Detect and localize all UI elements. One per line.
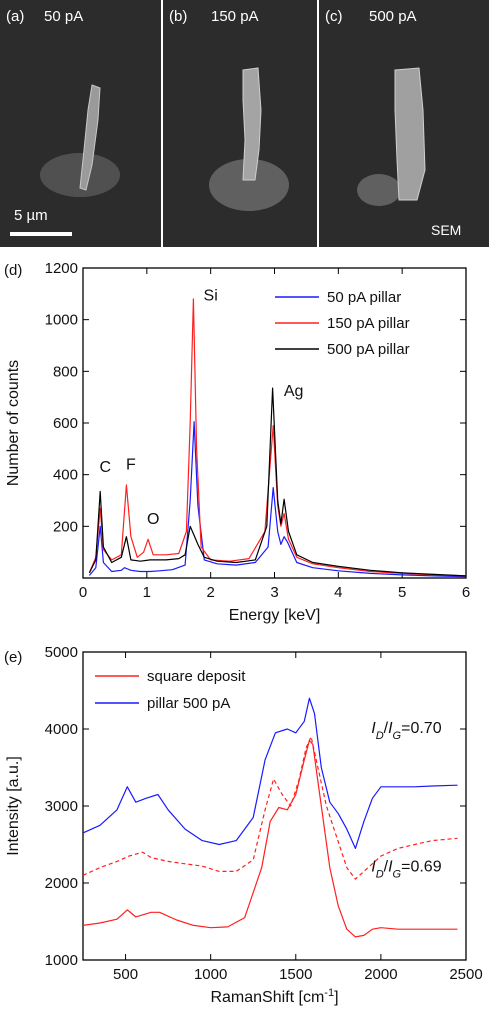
annotation-part: =0.70 (401, 720, 442, 737)
scale-bar (10, 232, 72, 236)
annotation-part: D (376, 868, 384, 880)
annotation-part: I (371, 720, 376, 737)
plot-frame (82, 651, 467, 961)
x-tick-label: 0 (79, 584, 87, 601)
x-tick-label: 500 (113, 966, 138, 983)
series-line-0 (83, 739, 458, 938)
series-line-2 (88, 387, 466, 577)
panel-label-b: (b) (169, 8, 188, 25)
series-line-1 (88, 298, 466, 577)
sem-tag: SEM (431, 222, 462, 238)
x-tick-label: 1500 (279, 966, 312, 983)
raman-chart: (e) 500 1000 1500 2000 2500 1000 2000 3000 4000 50… (4, 644, 483, 1006)
x-axis-label-sup: -1 (324, 987, 334, 999)
annotation-part: G (393, 730, 402, 742)
annotation-part: I (371, 858, 376, 875)
x-axis-label-close: ] (334, 989, 338, 1006)
sem-panel-a: (a) 50 pA 5 µm (0, 0, 161, 247)
y-axis-label: Number of counts (5, 360, 22, 486)
annotation-part: =0.69 (401, 858, 442, 875)
x-tick-label: 6 (462, 584, 470, 601)
annotation-1: ID/IG=0.69 (371, 858, 441, 880)
pillar-image-b (209, 67, 289, 211)
y-axis-label: Intensity [a.u.] (5, 756, 22, 856)
current-label-c: 500 pA (369, 8, 417, 25)
y-tick-label: 800 (53, 363, 78, 380)
sem-panel-b: (b) 150 pA (163, 0, 317, 247)
series-line-1 (83, 736, 458, 880)
y-tick-label: 2000 (45, 875, 78, 892)
annotation-1: F (126, 457, 136, 474)
legend-label-1: pillar 500 pA (147, 695, 230, 712)
legend-label-1: 150 pA pillar (327, 315, 410, 332)
pillar-image-a (40, 84, 120, 197)
panel-label-a: (a) (6, 8, 25, 25)
annotation-part: G (393, 868, 402, 880)
x-tick-label: 3 (270, 584, 278, 601)
eds-chart: (d) 0 1 2 3 4 5 6 200 400 600 800 1000 1200 Energy [ke… (4, 260, 470, 624)
y-tick-label: 1000 (45, 312, 78, 329)
series-line-0 (88, 421, 466, 578)
y-tick-label: 5000 (45, 644, 78, 661)
x-tick-label: 4 (334, 584, 342, 601)
scale-bar-label: 5 µm (14, 207, 48, 224)
x-tick-label: 5 (398, 584, 406, 601)
annotation-4: Ag (284, 383, 304, 400)
y-tick-label: 600 (53, 415, 78, 432)
annotation-part: I (388, 858, 393, 875)
x-axis-label: RamanShift [cm-1] (210, 987, 338, 1006)
y-tick-label: 400 (53, 467, 78, 484)
panel-label: (e) (4, 649, 22, 666)
panel-label: (d) (4, 262, 22, 279)
annotation-2: O (147, 511, 159, 528)
legend-label-0: square deposit (147, 668, 246, 685)
sem-panel-c: (c) 500 pA SEM (319, 0, 489, 247)
series-line-2 (83, 697, 458, 849)
y-tick-label: 3000 (45, 798, 78, 815)
y-tick-label: 4000 (45, 721, 78, 738)
current-label-b: 150 pA (211, 8, 259, 25)
legend-label-0: 50 pA pillar (327, 289, 401, 306)
pillar-image-c (357, 67, 426, 206)
legend-label-2: 500 pA pillar (327, 341, 410, 358)
annotation-part: I (388, 720, 393, 737)
annotation-0: ID/IG=0.70 (371, 720, 441, 742)
annotation-part: / (384, 858, 389, 875)
x-axis-label: Energy [keV] (229, 607, 321, 624)
x-tick-label: 1 (143, 584, 151, 601)
annotation-3: Si (204, 287, 218, 304)
y-tick-label: 200 (53, 518, 78, 535)
annotation-part: / (384, 720, 389, 737)
current-label-a: 50 pA (44, 8, 84, 25)
annotation-part: D (376, 730, 384, 742)
x-tick-label: 1000 (194, 966, 227, 983)
y-tick-label: 1200 (45, 260, 78, 277)
y-tick-label: 1000 (45, 952, 78, 969)
panel-label-c: (c) (325, 8, 343, 25)
x-tick-label: 2000 (364, 966, 397, 983)
x-tick-label: 2500 (449, 966, 482, 983)
annotation-0: C (100, 459, 112, 476)
x-tick-label: 2 (206, 584, 214, 601)
